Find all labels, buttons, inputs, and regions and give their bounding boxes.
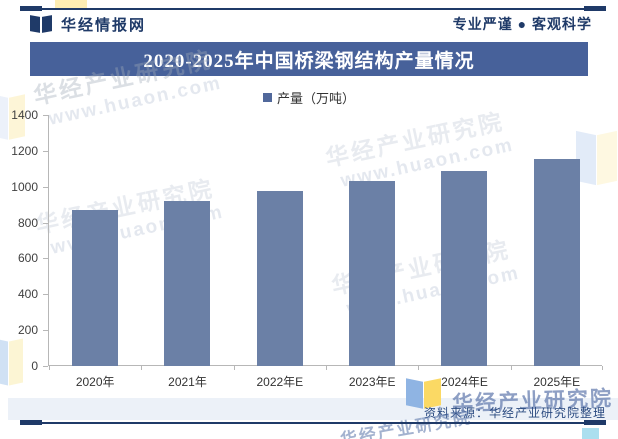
bar-slot: 2021年: [141, 115, 233, 389]
bar-2020年: [72, 210, 119, 366]
y-axis-tick-label: 200: [17, 323, 38, 338]
x-axis-tick-label: 2023年E: [348, 375, 396, 389]
y-axis-tick: [43, 150, 48, 152]
open-book-logo-icon: [30, 14, 54, 34]
bar-chart: 0 200 400 600 800 1000 1200 1400 2020年 2021年 2022…: [11, 108, 603, 389]
y-axis-tick: [43, 294, 48, 296]
x-axis-tick-label: 2024年E: [441, 375, 488, 389]
bar-slot: 2020年: [49, 115, 141, 389]
y-axis-tick-label: 600: [17, 251, 38, 266]
x-axis-tick: [233, 366, 235, 370]
bar-2021年: [164, 201, 211, 366]
x-axis-tick: [141, 366, 143, 370]
y-axis-tick: [43, 115, 48, 116]
y-axis-tick: [43, 258, 48, 260]
x-axis-tick-label: 2021年: [168, 375, 207, 389]
bar-slot: 2023年E: [326, 115, 418, 389]
legend-label: 产量（万吨）: [276, 91, 355, 106]
y-axis-tick-label: 800: [17, 215, 38, 230]
bar-2023年E: [349, 181, 396, 366]
bar-2024年E: [441, 170, 488, 366]
y-axis-tick-label: 400: [17, 287, 38, 302]
chart-title: 2020-2025年中国桥梁钢结构产量情况: [143, 50, 475, 72]
x-axis-tick: [602, 366, 603, 370]
header: 华经情报网 专业严谨 ● 客观科学: [30, 12, 592, 36]
divider-end-cap: [20, 6, 42, 11]
corner-decoration: [582, 428, 599, 439]
plot-area: 2020年 2021年 2022年E 2023年E 2024年E 2025年E: [43, 115, 603, 389]
x-axis-tick-label: 2022年E: [256, 375, 304, 389]
bar-slot: 2022年E: [234, 115, 326, 389]
y-axis-tick: [43, 222, 48, 224]
bottom-divider: [20, 420, 606, 425]
x-axis-tick: [49, 366, 50, 370]
y-axis-tick-label: 0: [31, 359, 38, 373]
title-bar: 2020-2025年中国桥梁钢结构产量情况: [30, 42, 588, 76]
x-axis-tick: [510, 366, 512, 370]
bar-slot: 2024年E: [418, 115, 510, 389]
x-axis-tick-label: 2020年: [75, 375, 115, 389]
divider-end-cap: [20, 420, 42, 425]
y-axis: 0 200 400 600 800 1000 1200 1400: [0, 108, 42, 373]
divider-end-cap: [584, 420, 606, 425]
top-divider: [20, 6, 606, 11]
header-slogan: 专业严谨 ● 客观科学: [452, 16, 592, 32]
y-axis-tick: [43, 186, 48, 188]
x-axis-tick: [326, 366, 327, 370]
source-note: 资料来源：华经产业研究院整理: [423, 406, 606, 420]
x-axis-tick: [418, 366, 420, 370]
bar-2022年E: [256, 191, 303, 366]
bar-slot: 2025年E: [511, 115, 603, 389]
brand: 华经情报网: [30, 14, 146, 35]
y-axis-tick: [43, 330, 48, 332]
y-axis-tick-label: 1200: [11, 143, 38, 158]
legend-marker-icon: [262, 93, 272, 102]
bar-2025年E: [533, 158, 580, 366]
y-axis-tick-label: 1400: [11, 108, 38, 122]
x-axis-tick-label: 2025年E: [533, 375, 581, 389]
footer-strip: [8, 398, 618, 420]
y-axis-tick: [43, 366, 48, 367]
divider-end-cap: [584, 6, 606, 11]
corner-decoration: [55, 0, 87, 8]
y-axis-tick-label: 1000: [11, 179, 38, 194]
brand-name: 华经情报网: [61, 16, 147, 34]
chart-legend: 产量（万吨）: [0, 88, 618, 107]
